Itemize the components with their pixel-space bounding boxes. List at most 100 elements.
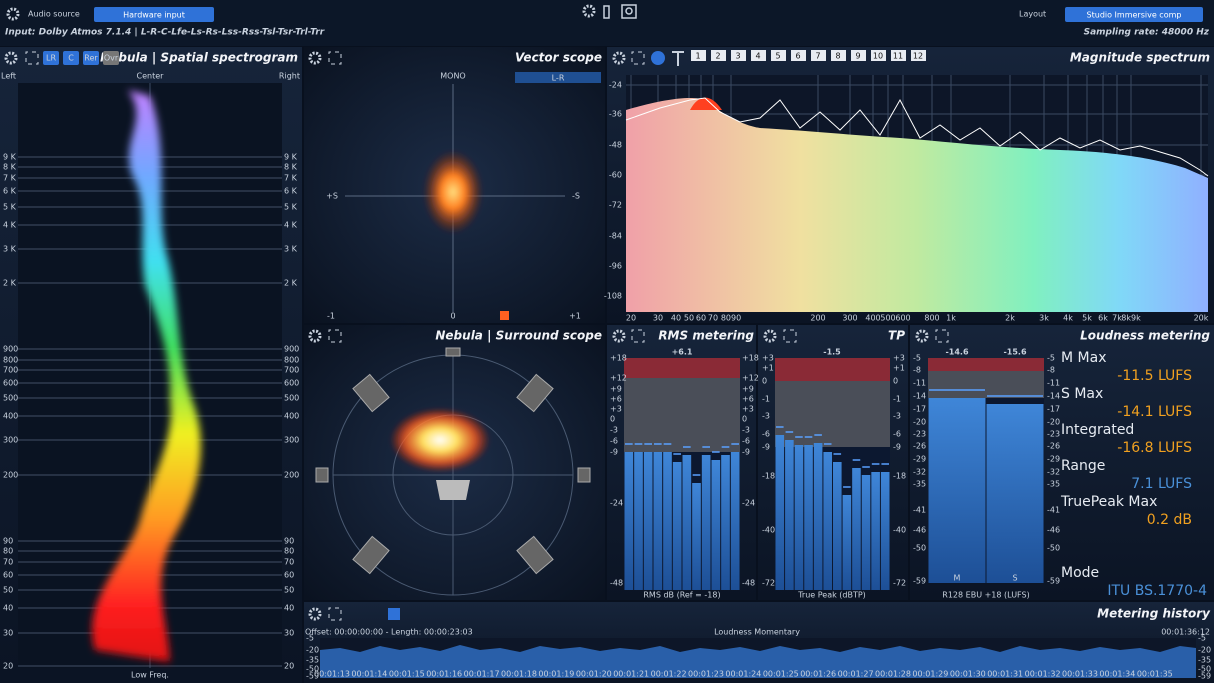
settings-icon[interactable]: [612, 329, 626, 343]
channel-button-label[interactable]: 10: [873, 52, 883, 61]
scale-label: -59: [913, 577, 926, 586]
input-button-label[interactable]: Hardware input: [123, 11, 185, 20]
time-label: 00:01:13: [314, 670, 350, 679]
channel-button-label[interactable]: 2: [715, 52, 720, 61]
channel-toggle[interactable]: [63, 51, 79, 65]
mode-badge[interactable]: [515, 72, 601, 83]
top-toolbar-icons[interactable]: [603, 4, 637, 19]
settings-icon[interactable]: [308, 51, 322, 65]
x-label: 30: [653, 314, 663, 323]
time-label: 00:01:30: [950, 670, 986, 679]
channel-button[interactable]: [891, 50, 906, 61]
channel-button[interactable]: [691, 50, 706, 61]
settings-icon[interactable]: [915, 329, 929, 343]
channel-button-label[interactable]: 1: [695, 52, 700, 61]
frequency-label: 200: [284, 471, 299, 480]
scale-label: -9: [762, 443, 770, 452]
x-label: 500: [880, 314, 895, 323]
peak-value: -14.6: [945, 348, 968, 357]
settings-icon[interactable]: [308, 329, 322, 343]
x-label: 1k: [946, 314, 956, 323]
x-label: 8090: [721, 314, 741, 323]
expand-icon[interactable]: [328, 51, 342, 65]
scale-label: -14: [913, 392, 926, 401]
x-label: 8k9k: [1121, 314, 1141, 323]
frequency-label: 400: [284, 412, 299, 421]
mode-label[interactable]: L-R: [552, 74, 565, 83]
scale-label: -40: [893, 526, 906, 535]
expand-icon[interactable]: [25, 51, 39, 65]
play-icon[interactable]: [651, 51, 665, 65]
frequency-label: 80: [284, 547, 294, 556]
scale-label: -6: [762, 430, 770, 439]
channel-button[interactable]: [811, 50, 826, 61]
expand-icon[interactable]: [631, 329, 645, 343]
channel-toggle-label[interactable]: Ovr: [104, 54, 119, 63]
channel-button-label[interactable]: 11: [893, 52, 903, 61]
channel-button[interactable]: [851, 50, 866, 61]
settings-icon[interactable]: [308, 607, 322, 621]
channel-button-label[interactable]: 6: [795, 52, 800, 61]
x-label: 70: [708, 314, 718, 323]
x-label: 3k: [1039, 314, 1049, 323]
channel-button-label[interactable]: 3: [735, 52, 740, 61]
scale-label: -26: [913, 442, 926, 451]
audio-source-label: Audio source: [28, 10, 80, 19]
center-label: Center: [137, 72, 165, 81]
settings-icon[interactable]: [582, 4, 596, 18]
channel-toggle[interactable]: [43, 51, 59, 65]
channel-toggle[interactable]: [83, 51, 99, 65]
frequency-label: 9 K: [3, 153, 17, 162]
scale-label: -50: [1198, 665, 1211, 674]
time-label: 00:01:17: [464, 670, 500, 679]
scale-label: -3: [742, 426, 750, 435]
layout-button-label[interactable]: Studio Immersive comp: [1087, 11, 1182, 20]
scale-label: -8: [913, 366, 921, 375]
channel-button[interactable]: [751, 50, 766, 61]
pin-icon[interactable]: [672, 51, 684, 66]
channel-button[interactable]: [911, 50, 926, 61]
scale-label: -72: [762, 579, 775, 588]
layout-button[interactable]: [1065, 7, 1203, 22]
y-label: -72: [609, 201, 622, 210]
expand-icon[interactable]: [631, 51, 645, 65]
channel-button[interactable]: [831, 50, 846, 61]
expand-icon[interactable]: [935, 329, 949, 343]
settings-icon[interactable]: [4, 51, 18, 65]
x-label: +1: [569, 312, 581, 321]
channel-button[interactable]: [711, 50, 726, 61]
play-button[interactable]: [388, 608, 400, 620]
settings-icon[interactable]: [763, 329, 777, 343]
channel-toggle-label[interactable]: C: [68, 54, 74, 63]
settings-icon[interactable]: [612, 51, 626, 65]
channel-button[interactable]: [771, 50, 786, 61]
input-button[interactable]: [94, 7, 214, 22]
channel-button-label[interactable]: 4: [755, 52, 760, 61]
scale-label: -46: [1047, 526, 1060, 535]
channel-button[interactable]: [731, 50, 746, 61]
channel-button-label[interactable]: 5: [775, 52, 780, 61]
left-label: Left: [1, 72, 16, 81]
channel-button[interactable]: [791, 50, 806, 61]
channel-button[interactable]: [871, 50, 886, 61]
channel-toggle-label[interactable]: Rer: [84, 54, 98, 63]
settings-icon[interactable]: [6, 7, 20, 21]
meter-bar: [643, 452, 653, 590]
end-time: 00:01:36:12: [1161, 628, 1210, 637]
channel-toggle[interactable]: [103, 51, 119, 65]
time-label: 00:01:25: [763, 670, 799, 679]
channel-button-label[interactable]: 9: [855, 52, 860, 61]
expand-icon[interactable]: [328, 329, 342, 343]
channel-button-label[interactable]: 7: [815, 52, 820, 61]
channel-button-label[interactable]: 8: [835, 52, 840, 61]
expand-icon[interactable]: [783, 329, 797, 343]
meter-gray-zone: [928, 371, 1044, 398]
channel-button-label[interactable]: 12: [913, 52, 923, 61]
expand-icon[interactable]: [328, 607, 342, 621]
stat-value: -11.5 LUFS: [1117, 368, 1192, 384]
scale-label: -20: [1198, 646, 1211, 655]
panel-title: Magnitude spectrum: [1070, 51, 1210, 65]
channel-toggle-label[interactable]: LR: [46, 54, 56, 63]
scale-label: -17: [1047, 405, 1060, 414]
frequency-label: 400: [3, 412, 18, 421]
